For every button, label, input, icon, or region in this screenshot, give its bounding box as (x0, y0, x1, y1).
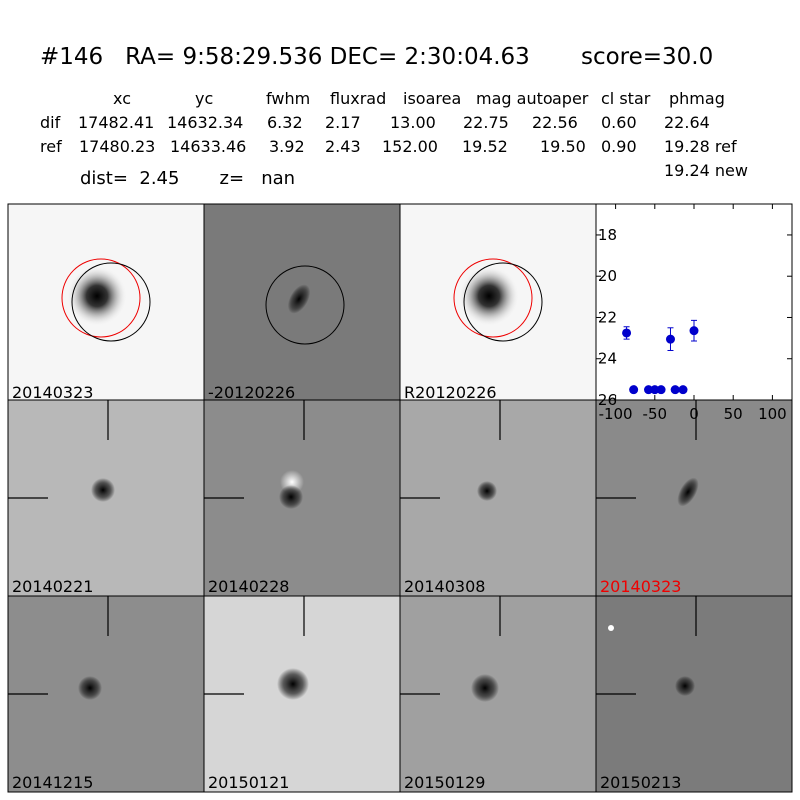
column-header: cl star (601, 89, 651, 108)
column-header: fwhm (266, 89, 310, 108)
crosshairs (8, 400, 697, 695)
cell: 2.43 (325, 137, 361, 156)
source (91, 478, 115, 502)
panels: 20140323 -20120226 R20120226 20140221 20… (7, 203, 793, 793)
source (608, 625, 614, 631)
cell: 152.00 (382, 137, 438, 156)
plot-area (597, 205, 791, 399)
source (67, 266, 127, 326)
source (677, 477, 699, 507)
cell: ref (40, 137, 62, 156)
circle (71, 262, 151, 342)
x-tick-label: 50 (724, 405, 743, 423)
plot-frame (595, 203, 793, 401)
y-tick-label: 18 (598, 226, 617, 244)
cell: 6.32 (267, 113, 303, 132)
point (670, 385, 680, 395)
source (459, 266, 519, 326)
cell: 14632.34 (167, 113, 243, 132)
circle (265, 265, 345, 345)
caption: 20150213 (600, 773, 681, 792)
source (675, 676, 695, 696)
cell: 19.52 (462, 137, 508, 156)
column-header: xc (113, 89, 131, 108)
x-tick-label: 0 (689, 405, 699, 423)
cell: dif (40, 113, 61, 132)
x-tick-label: -50 (643, 405, 668, 423)
point (650, 385, 660, 395)
cell: 17480.23 (79, 137, 155, 156)
x-tick-label: 100 (758, 405, 787, 423)
y-tick-label: 20 (598, 267, 617, 285)
source (277, 668, 309, 700)
dist-line: dist= 2.45 z= nan (80, 168, 295, 189)
cell: 19.50 (540, 137, 586, 156)
source (477, 481, 497, 501)
column-header: fluxrad (330, 89, 386, 108)
point (656, 385, 666, 395)
circle (61, 258, 141, 338)
y-tick-label: 24 (598, 350, 617, 368)
point (689, 326, 699, 336)
caption: 20140221 (12, 577, 93, 596)
column-header: aper (552, 89, 589, 108)
point (629, 385, 639, 395)
column-header: phmag (669, 89, 725, 108)
caption: -20120226 (208, 383, 295, 402)
title: #146 RA= 9:58:29.536 DEC= 2:30:04.63 sco… (40, 44, 713, 70)
cell: 19.28 ref (664, 137, 737, 156)
cell: 19.24 new (664, 161, 748, 180)
circle (463, 262, 543, 342)
point (622, 328, 632, 338)
source (287, 284, 311, 314)
column-header: isoarea (403, 89, 461, 108)
caption: 20140323 (600, 577, 681, 596)
circle (453, 258, 533, 338)
column-header: yc (195, 89, 213, 108)
caption: 20140228 (208, 577, 289, 596)
y-tick-label: 22 (598, 308, 617, 326)
cell: 17482.41 (78, 113, 154, 132)
caption: 20141215 (12, 773, 93, 792)
cell: 0.90 (601, 137, 637, 156)
cell: 14633.46 (170, 137, 246, 156)
caption: 20140323 (12, 383, 93, 402)
point (665, 334, 675, 344)
cell: 22.64 (664, 113, 710, 132)
cell: 22.75 (463, 113, 509, 132)
source (78, 676, 102, 700)
caption: 20140308 (404, 577, 485, 596)
cell: 22.56 (532, 113, 578, 132)
point (678, 385, 688, 395)
cell: 2.17 (325, 113, 361, 132)
caption: R20120226 (404, 383, 497, 402)
caption: 20150129 (404, 773, 485, 792)
source (471, 674, 499, 702)
cell: 13.00 (390, 113, 436, 132)
column-header: mag auto (476, 89, 553, 108)
cell: 3.92 (269, 137, 305, 156)
x-tick-label: -100 (599, 405, 633, 423)
caption: 20150121 (208, 773, 289, 792)
point (644, 385, 654, 395)
cell: 0.60 (601, 113, 637, 132)
source (279, 485, 303, 509)
